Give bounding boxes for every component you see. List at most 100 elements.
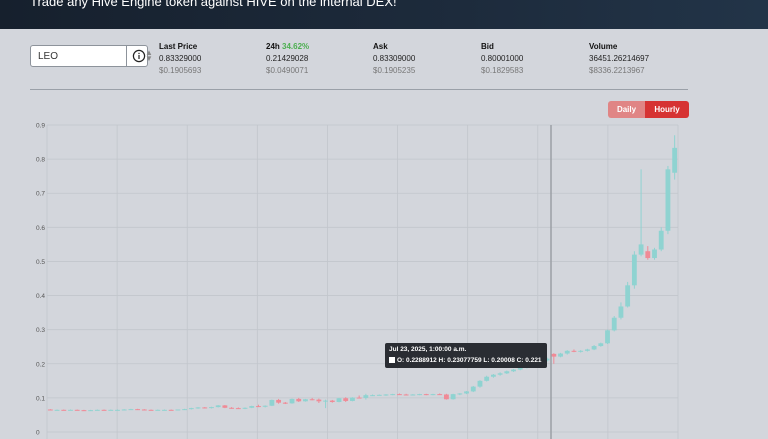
candle bbox=[289, 398, 295, 404]
candle-body bbox=[430, 394, 436, 396]
y-tick-label: 0.6 bbox=[36, 225, 45, 232]
stat-usd: $8336.2213967 bbox=[589, 66, 645, 75]
candle bbox=[296, 397, 302, 402]
candle bbox=[262, 405, 268, 408]
candle-body bbox=[618, 306, 624, 318]
candle-body bbox=[457, 393, 463, 395]
candle-body bbox=[162, 409, 167, 411]
candle-body bbox=[511, 369, 516, 372]
candle-body bbox=[269, 399, 275, 406]
stat-usd: $0.0490071 bbox=[266, 66, 309, 75]
candle bbox=[229, 407, 235, 409]
candle bbox=[417, 393, 422, 396]
candle bbox=[423, 393, 429, 396]
candle-body bbox=[202, 407, 208, 409]
candle bbox=[309, 397, 315, 401]
info-icon bbox=[132, 49, 146, 63]
candle-body bbox=[652, 249, 657, 259]
candle bbox=[611, 316, 617, 332]
candle bbox=[618, 302, 624, 320]
chart-grid bbox=[46, 124, 679, 439]
candle-body bbox=[611, 317, 617, 331]
candle-body bbox=[450, 394, 456, 400]
candle-body bbox=[410, 394, 416, 396]
candle-body bbox=[470, 386, 476, 392]
candle-body bbox=[571, 350, 577, 352]
candle bbox=[397, 393, 402, 396]
candle-body bbox=[544, 358, 550, 361]
candle-body bbox=[222, 405, 228, 408]
candle-body bbox=[155, 409, 161, 411]
candle-body bbox=[249, 406, 255, 408]
candle bbox=[652, 247, 657, 260]
candle bbox=[54, 409, 60, 411]
candle-body bbox=[282, 402, 288, 404]
candle-body bbox=[329, 400, 335, 402]
candle-tooltip: Jul 23, 2025, 1:00:00 a.m. O: 0.2288912 … bbox=[385, 343, 547, 368]
candle bbox=[74, 409, 80, 411]
candle bbox=[101, 409, 107, 411]
candle-body bbox=[235, 408, 241, 410]
candle bbox=[242, 407, 248, 410]
candle-body bbox=[61, 409, 67, 411]
candle bbox=[168, 409, 174, 411]
candle bbox=[356, 395, 362, 399]
candle bbox=[195, 407, 201, 409]
candle bbox=[571, 349, 577, 353]
candle-body bbox=[141, 409, 147, 411]
info-button[interactable] bbox=[130, 46, 148, 66]
candle bbox=[276, 398, 282, 404]
candle-body bbox=[490, 374, 496, 377]
candle-body bbox=[115, 409, 120, 411]
candle-body bbox=[484, 376, 490, 381]
candle bbox=[484, 375, 490, 382]
candle bbox=[249, 405, 255, 409]
candle bbox=[477, 380, 483, 388]
candle-body bbox=[665, 169, 671, 231]
candle bbox=[81, 409, 87, 412]
candle bbox=[215, 405, 221, 408]
stat-label: Ask bbox=[373, 42, 388, 51]
candle-body bbox=[517, 367, 523, 370]
stat-volume: Volume 36451.26214697 $8336.2213967 bbox=[589, 41, 649, 77]
top-banner: Trade any Hive Engine token against HIVE… bbox=[0, 0, 768, 29]
candle bbox=[625, 281, 631, 308]
candle bbox=[175, 409, 181, 411]
stat-24h: 24h 34.62% 0.21429028 $0.0490071 bbox=[266, 41, 309, 77]
candle-body bbox=[464, 391, 469, 394]
token-select[interactable]: LEO ▲ ▼ bbox=[30, 45, 153, 67]
hourly-button[interactable]: Hourly bbox=[645, 101, 689, 118]
candle-body bbox=[605, 330, 610, 344]
candle-body bbox=[356, 397, 362, 399]
candle-body bbox=[497, 373, 503, 375]
tooltip-ohlc: O: 0.2288912 H: 0.23077759 L: 0.20008 C:… bbox=[397, 357, 542, 364]
candle-body bbox=[296, 398, 302, 402]
candle-body bbox=[188, 408, 194, 410]
daily-button[interactable]: Daily bbox=[608, 101, 645, 118]
stat-label: Last Price bbox=[159, 42, 198, 51]
candle-body bbox=[363, 395, 369, 398]
candle-body bbox=[564, 350, 570, 354]
candle bbox=[558, 352, 563, 358]
candle-body bbox=[376, 394, 382, 396]
candle-body bbox=[343, 398, 349, 401]
candle bbox=[235, 407, 241, 410]
stat-usd: $0.1905235 bbox=[373, 66, 416, 75]
candle-body bbox=[443, 394, 449, 400]
candle bbox=[303, 398, 308, 402]
candle bbox=[282, 401, 288, 405]
candle-body bbox=[350, 397, 355, 401]
candle-body bbox=[504, 371, 510, 374]
candle bbox=[457, 393, 463, 396]
candle bbox=[631, 251, 637, 289]
stat-label: Bid bbox=[481, 42, 494, 51]
candle bbox=[222, 405, 228, 409]
y-tick-label: 0.5 bbox=[36, 259, 45, 266]
candle-body bbox=[309, 399, 315, 401]
candle-body bbox=[645, 251, 651, 259]
stat-value: 0.83309000 bbox=[373, 54, 416, 63]
candle-body bbox=[121, 409, 127, 411]
candle bbox=[155, 409, 161, 411]
candle bbox=[256, 404, 261, 408]
